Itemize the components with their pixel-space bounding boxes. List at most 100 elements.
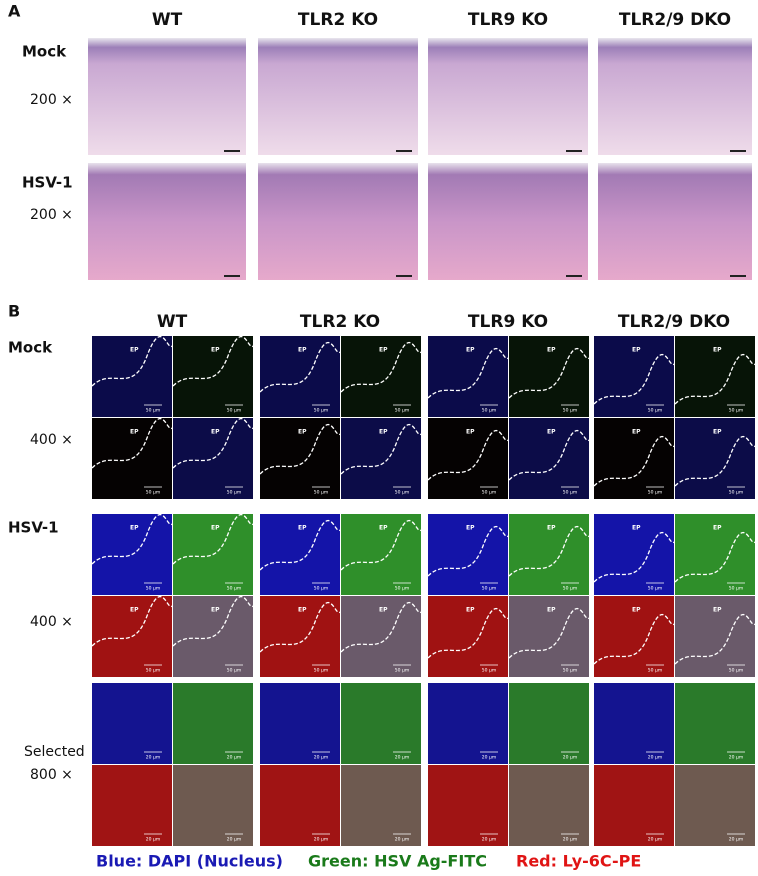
- scale-label: 50 μm: [729, 490, 743, 496]
- magnification: 800 ×: [30, 767, 73, 783]
- fluorescence-tile: [594, 765, 674, 846]
- fluorescence-tile: [594, 336, 674, 417]
- scale-label: 50 μm: [314, 490, 328, 496]
- fluorescence-tile: [675, 418, 755, 499]
- scale-label: 50 μm: [314, 586, 328, 592]
- epithelium-boundary: [427, 525, 509, 577]
- epithelium-boundary: [508, 607, 590, 659]
- fluorescence-tile: [675, 683, 755, 764]
- scale-label: 20 μm: [563, 837, 577, 843]
- fluorescence-tile: [428, 683, 508, 764]
- ep-label: EP: [130, 347, 139, 354]
- scale-label: 50 μm: [729, 668, 743, 674]
- ep-label: EP: [130, 607, 139, 614]
- ep-label: EP: [713, 429, 722, 436]
- ep-label: EP: [379, 525, 388, 532]
- scale-label: 20 μm: [314, 837, 328, 843]
- he-micrograph: [428, 163, 588, 280]
- scale-label: 20 μm: [563, 755, 577, 761]
- scale-label: 20 μm: [648, 755, 662, 761]
- fluorescence-tile: [173, 683, 253, 764]
- epithelium-boundary: [674, 531, 756, 583]
- ep-label: EP: [466, 429, 475, 436]
- ep-label: EP: [130, 429, 139, 436]
- scale-label: 50 μm: [314, 668, 328, 674]
- panel-label: A: [8, 2, 21, 21]
- ep-label: EP: [466, 607, 475, 614]
- magnification: 400 ×: [30, 614, 73, 630]
- scale-label: 50 μm: [563, 586, 577, 592]
- column-header: TLR2/9 DKO: [618, 312, 730, 332]
- scale-label: 50 μm: [563, 668, 577, 674]
- he-micrograph: [428, 38, 588, 155]
- ep-label: EP: [547, 429, 556, 436]
- fluorescence-tile: [260, 418, 340, 499]
- scale-label: 20 μm: [395, 837, 409, 843]
- ep-label: EP: [547, 525, 556, 532]
- epithelium-boundary: [593, 353, 675, 405]
- ep-label: EP: [713, 347, 722, 354]
- epithelium-boundary: [91, 513, 173, 565]
- scale-label: 50 μm: [395, 490, 409, 496]
- fluorescence-tile: [260, 596, 340, 677]
- column-header: TLR2 KO: [300, 312, 380, 332]
- fluorescence-tile: [509, 683, 589, 764]
- scale-label: 20 μm: [146, 837, 160, 843]
- epithelium-boundary: [340, 519, 422, 571]
- magnification: 400 ×: [30, 432, 73, 448]
- scale-label: 50 μm: [146, 668, 160, 674]
- ep-label: EP: [298, 525, 307, 532]
- epithelium-boundary: [259, 601, 341, 653]
- ep-label: EP: [211, 429, 220, 436]
- scale-label: 20 μm: [482, 755, 496, 761]
- epithelium-boundary: [91, 335, 173, 387]
- row-label: HSV-1: [22, 174, 73, 192]
- scale-label: 20 μm: [729, 755, 743, 761]
- fluorescence-tile: [509, 765, 589, 846]
- column-header: TLR2/9 DKO: [619, 10, 731, 30]
- ep-label: EP: [547, 607, 556, 614]
- scale-label: 50 μm: [648, 586, 662, 592]
- ep-label: EP: [298, 347, 307, 354]
- column-header: WT: [157, 312, 188, 332]
- epithelium-boundary: [172, 417, 254, 469]
- fluorescence-tile: [92, 765, 172, 846]
- ep-label: EP: [211, 525, 220, 532]
- ep-label: EP: [298, 429, 307, 436]
- fluorescence-tile: [341, 418, 421, 499]
- fluorescence-tile: [92, 683, 172, 764]
- scale-label: 50 μm: [227, 668, 241, 674]
- epithelium-boundary: [91, 595, 173, 647]
- scale-label: 50 μm: [395, 586, 409, 592]
- ep-label: EP: [632, 347, 641, 354]
- column-header: TLR9 KO: [468, 10, 548, 30]
- fluorescence-tile: [260, 514, 340, 595]
- fluorescence-tile: [594, 596, 674, 677]
- column-header: TLR2 KO: [298, 10, 378, 30]
- fluorescence-tile: [675, 765, 755, 846]
- ep-label: EP: [211, 347, 220, 354]
- scale-label: 50 μm: [482, 668, 496, 674]
- legend-text: Green: HSV Ag-FITC: [308, 852, 487, 871]
- fluorescence-tile: [173, 765, 253, 846]
- scale-label: 20 μm: [648, 837, 662, 843]
- epithelium-boundary: [259, 423, 341, 475]
- fluorescence-tile: [260, 336, 340, 417]
- scale-label: 20 μm: [482, 837, 496, 843]
- ep-label: EP: [547, 347, 556, 354]
- ep-label: EP: [379, 347, 388, 354]
- he-micrograph: [88, 38, 246, 155]
- scale-label: 50 μm: [314, 408, 328, 414]
- epithelium-boundary: [259, 341, 341, 393]
- fluorescence-tile: [260, 683, 340, 764]
- he-micrograph: [258, 38, 418, 155]
- epithelium-boundary: [172, 335, 254, 387]
- legend-text: Blue: DAPI (Nucleus): [96, 852, 283, 871]
- he-micrograph: [258, 163, 418, 280]
- fluorescence-tile: [341, 336, 421, 417]
- epithelium-boundary: [674, 613, 756, 665]
- scale-label: 20 μm: [227, 755, 241, 761]
- fluorescence-tile: [594, 514, 674, 595]
- epithelium-boundary: [593, 531, 675, 583]
